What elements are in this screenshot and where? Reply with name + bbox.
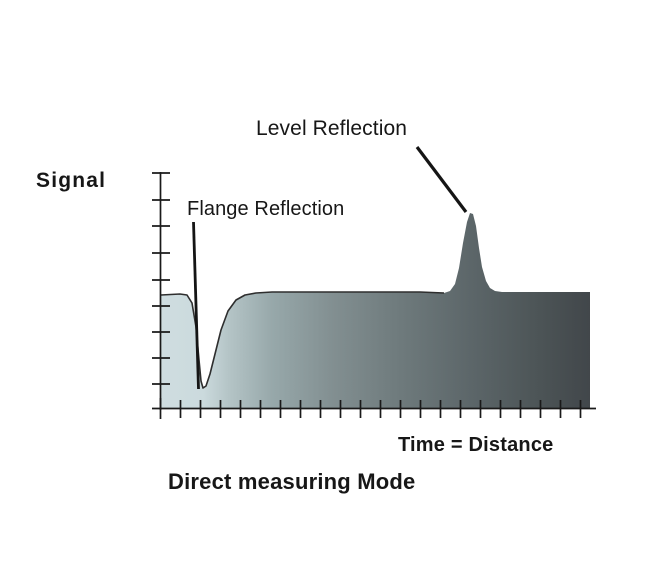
- y-axis-title: Signal: [36, 169, 107, 192]
- x-axis-title: Time = Distance: [398, 434, 554, 456]
- annotation-level-reflection: Level Reflection: [256, 117, 408, 140]
- x-axis-ticks: [159, 398, 582, 419]
- annotation-flange-reflection: Flange Reflection: [187, 198, 345, 220]
- echo-envelope-area: [161, 213, 590, 408]
- figure-caption: Direct measuring Mode: [168, 469, 416, 494]
- echo-envelope-outline: [160, 291, 445, 389]
- y-axis-ticks: [152, 172, 170, 385]
- y-axis: [152, 172, 170, 410]
- level-reflection-leader-line: [415, 146, 468, 213]
- x-axis: [152, 398, 596, 419]
- flange-reflection-leader-line: [192, 221, 200, 390]
- echo-envelope-fill: [161, 213, 590, 408]
